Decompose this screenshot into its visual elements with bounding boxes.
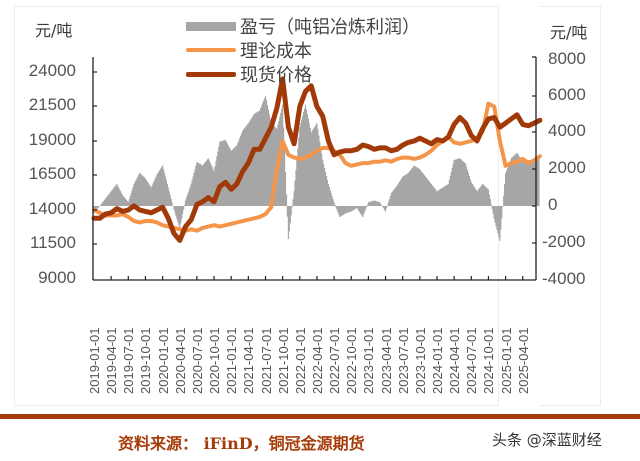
- right-tick: 4000: [548, 121, 586, 140]
- x-tick-label: 2020-04-01: [172, 327, 188, 395]
- x-tick-label: 2023-04-01: [378, 327, 394, 395]
- x-tick-label: 2019-01-01: [87, 327, 102, 395]
- legend-swatch-area: [186, 21, 236, 31]
- chart-frame-right: [540, 6, 601, 406]
- x-tick-label: 2025-04-01: [515, 327, 531, 395]
- source-note: 资料来源： iFinD，铜冠金源期货: [118, 434, 365, 453]
- x-tick-label: 2023-01-01: [361, 327, 377, 395]
- x-tick-label: 2024-10-01: [481, 327, 497, 395]
- footer-divider: [0, 414, 640, 419]
- left-tick: 11500: [29, 233, 76, 252]
- x-tick-label: 2022-04-01: [309, 327, 325, 395]
- x-tick-label: 2020-10-01: [207, 327, 223, 395]
- legend-item-cost: 理论成本: [186, 38, 420, 62]
- legend-label: 盈亏（吨铝冶炼利润）: [240, 17, 420, 38]
- left-tick: 24000: [28, 61, 76, 80]
- left-tick: 16500: [28, 164, 76, 183]
- right-tick: -4000: [542, 269, 586, 288]
- chart-legend: 盈亏（吨铝冶炼利润） 理论成本 现货价格: [186, 14, 420, 86]
- x-tick-label: 2022-10-01: [344, 327, 360, 395]
- left-tick: 9000: [38, 268, 76, 287]
- right-tick: 6000: [548, 85, 586, 104]
- right-tick: 8000: [548, 49, 586, 68]
- right-tick: 2000: [548, 158, 586, 177]
- profit-area: [93, 95, 540, 241]
- left-tick: 19000: [28, 130, 76, 149]
- x-tick-label: 2024-07-01: [464, 327, 480, 395]
- legend-item-spot: 现货价格: [186, 62, 420, 86]
- x-tick-label: 2020-07-01: [189, 327, 205, 395]
- x-tick-label: 2019-10-01: [138, 327, 154, 395]
- x-tick-label: 2023-07-01: [395, 327, 411, 395]
- right-axis-unit: 元/吨: [550, 23, 588, 42]
- x-tick-label: 2024-04-01: [447, 327, 463, 395]
- x-tick-label: 2020-01-01: [155, 327, 171, 395]
- x-tick-label: 2022-01-01: [292, 327, 308, 395]
- theoretical-cost-line: [92, 101, 542, 233]
- x-tick-label: 2024-01-01: [430, 327, 445, 395]
- x-tick-label: 2021-07-01: [258, 327, 274, 395]
- x-tick-label: 2023-10-01: [412, 327, 428, 395]
- x-tick-label: 2019-07-01: [121, 327, 137, 395]
- x-tick-label: 2021-01-01: [224, 327, 240, 395]
- right-tick: 0: [548, 195, 558, 214]
- x-tick-label: 2025-01-01: [498, 327, 514, 395]
- left-tick: 14000: [28, 199, 76, 218]
- left-axis-unit: 元/吨: [35, 21, 73, 40]
- legend-label: 理论成本: [240, 41, 312, 62]
- legend-label: 现货价格: [240, 65, 312, 86]
- x-tick-label: 2019-04-01: [104, 327, 120, 395]
- legend-item-profit: 盈亏（吨铝冶炼利润）: [186, 14, 420, 38]
- right-tick: -2000: [542, 232, 586, 251]
- x-tick-label: 2021-04-01: [241, 327, 257, 395]
- left-tick: 21500: [28, 95, 76, 114]
- x-tick-label: 2022-07-01: [327, 327, 343, 395]
- x-tick-label: 2021-10-01: [275, 327, 291, 395]
- watermark: 头条 @深蓝财经: [492, 431, 602, 449]
- spot-price-line: [91, 76, 543, 243]
- legend-swatch-line: [186, 71, 236, 77]
- legend-swatch-line: [186, 48, 236, 52]
